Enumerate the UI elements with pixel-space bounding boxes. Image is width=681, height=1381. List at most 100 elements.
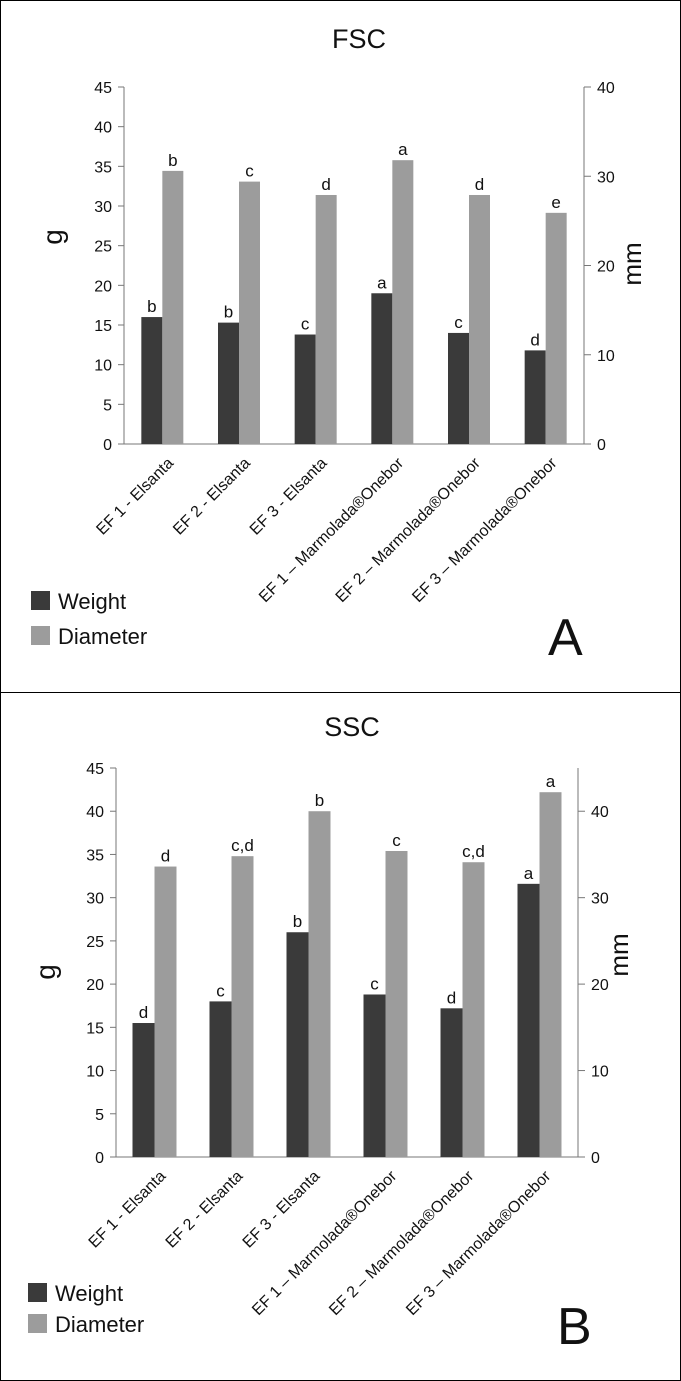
bar-weight — [141, 317, 163, 444]
y-tick-label: 10 — [94, 358, 112, 375]
bar-significance-label: d — [139, 1003, 148, 1022]
bar-weight — [286, 932, 309, 1157]
panel-divider — [0, 692, 681, 693]
bar-significance-label: d — [475, 175, 484, 194]
bar-diameter — [162, 170, 184, 444]
category-label: EF 1 - Elsanta — [86, 1168, 170, 1252]
bar-diameter — [315, 194, 337, 444]
bar-significance-label: b — [293, 912, 302, 931]
bar-weight — [517, 883, 540, 1157]
bar-significance-label: b — [147, 297, 156, 316]
legend-label-diameter: Diameter — [55, 1312, 144, 1337]
bar-diameter — [545, 212, 567, 444]
bar-weight — [440, 1008, 463, 1157]
bar-weight — [371, 293, 393, 444]
bar-weight — [132, 1023, 155, 1157]
y2-axis-title: mm — [617, 242, 647, 285]
chart-panel-b: SSC 0 5 10 15 20 25 30 35 40 45 0 10 20 30 40 g mm d d EF 1 … — [28, 712, 634, 1356]
y2-tick-label: 10 — [597, 348, 615, 365]
bar-significance-label: d — [530, 330, 539, 349]
category-label: EF 3 – Marmolada®Onebor — [403, 1167, 555, 1319]
y-tick-label: 15 — [94, 318, 112, 335]
y-tick-label: 0 — [95, 1150, 104, 1167]
category-label: EF 2 – Marmolada®Onebor — [333, 454, 485, 606]
bar-significance-label: c — [216, 981, 225, 1000]
bar-weight — [294, 334, 316, 444]
bar-diameter — [231, 856, 254, 1157]
bar-significance-label: c — [392, 831, 401, 850]
category-label: EF 2 - Elsanta — [163, 1168, 247, 1252]
bar-weight — [209, 1001, 232, 1157]
y-tick-label: 35 — [94, 159, 112, 176]
y-tick-label: 20 — [94, 278, 112, 295]
y-tick-label: 20 — [86, 977, 104, 994]
y2-tick-label: 10 — [591, 1064, 609, 1081]
y-tick-label: 30 — [86, 891, 104, 908]
y2-tick-label: 30 — [591, 891, 609, 908]
y2-tick-label: 20 — [597, 259, 615, 276]
y2-tick-label: 40 — [597, 80, 615, 97]
bar-weight — [218, 322, 239, 444]
bar-significance-label: d — [447, 988, 456, 1007]
y-tick-label: 5 — [95, 1107, 104, 1124]
y2-tick-label: 30 — [597, 169, 615, 186]
category-label: EF 2 – Marmolada®Onebor — [326, 1167, 478, 1319]
category-label: EF 3 - Elsanta — [240, 1168, 324, 1252]
y-tick-label: 45 — [86, 761, 104, 778]
bar-diameter — [385, 850, 408, 1157]
bar-diameter — [308, 811, 331, 1157]
bar-weight — [363, 994, 386, 1157]
bar-significance-label: c — [301, 315, 310, 334]
bar-significance-label: b — [224, 303, 233, 322]
legend-label-weight: Weight — [58, 589, 126, 614]
y-tick-label: 5 — [103, 397, 112, 414]
bar-diameter — [469, 194, 490, 444]
y-axis-title: g — [37, 229, 68, 245]
panel-letter: B — [557, 1298, 592, 1356]
y2-axis-title: mm — [604, 933, 634, 976]
legend-swatch-diameter — [31, 626, 50, 645]
category-label: EF 2 - Elsanta — [170, 455, 254, 539]
category-label: EF 3 – Marmolada®Onebor — [409, 454, 561, 606]
bar-significance-label: a — [546, 772, 556, 791]
bar-significance-label: d — [161, 847, 170, 866]
bar-significance-label: c — [245, 162, 254, 181]
legend-swatch-weight — [28, 1283, 47, 1302]
bar-weight — [524, 350, 546, 444]
legend-swatch-weight — [31, 591, 50, 610]
bar-significance-label: b — [315, 791, 324, 810]
category-label: EF 1 - Elsanta — [93, 455, 177, 539]
y-tick-label: 25 — [86, 934, 104, 951]
bar-significance-label: c,d — [231, 836, 254, 855]
y-tick-label: 0 — [103, 437, 112, 454]
bar-weight — [448, 332, 469, 444]
bar-diameter — [539, 792, 562, 1157]
y2-tick-label: 40 — [591, 804, 609, 821]
bar-significance-label: b — [168, 151, 177, 170]
chart-title: FSC — [332, 24, 386, 54]
bar-significance-label: a — [398, 140, 408, 159]
bar-diameter — [154, 866, 177, 1157]
bar-significance-label: d — [321, 175, 330, 194]
legend-label-weight: Weight — [55, 1281, 123, 1306]
bar-significance-label: c — [454, 313, 463, 332]
bar-diameter — [462, 862, 485, 1157]
y-tick-label: 30 — [94, 199, 112, 216]
panel-letter: A — [548, 609, 583, 667]
legend-swatch-diameter — [28, 1314, 47, 1333]
y-tick-label: 25 — [94, 239, 112, 256]
y-axis-title: g — [30, 964, 61, 980]
chart-panel-a: FSC 0 5 10 15 20 25 30 35 40 45 0 10 20 30 40 g mm b b EF 1 … — [31, 24, 647, 667]
y-tick-label: 10 — [86, 1064, 104, 1081]
y-tick-label: 40 — [86, 804, 104, 821]
y-tick-label: 45 — [94, 80, 112, 97]
y-tick-label: 35 — [86, 847, 104, 864]
y-tick-label: 15 — [86, 1020, 104, 1037]
category-label: EF 3 - Elsanta — [247, 455, 331, 539]
y-tick-label: 40 — [94, 120, 112, 137]
y2-tick-label: 20 — [591, 977, 609, 994]
category-label: EF 1 – Marmolada®Onebor — [256, 454, 408, 606]
bar-diameter — [239, 181, 260, 445]
bar-significance-label: a — [524, 864, 534, 883]
bar-significance-label: c,d — [462, 842, 485, 861]
